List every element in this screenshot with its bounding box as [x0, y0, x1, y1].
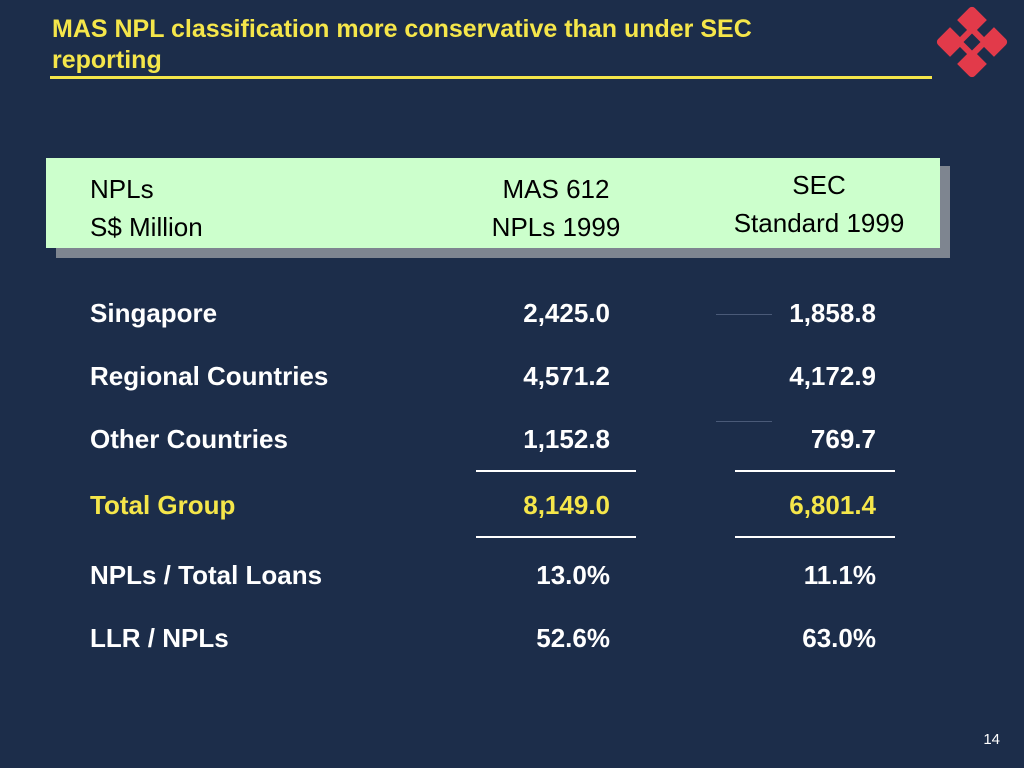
- total-rule: [476, 536, 636, 538]
- mas-value: 8,149.0: [523, 490, 610, 520]
- subtotal-rule: [735, 470, 895, 472]
- header-npls: NPLs S$ Million: [90, 174, 203, 242]
- mas-value: 52.6%: [536, 623, 610, 653]
- page-number: 14: [983, 731, 1000, 748]
- row-label: LLR / NPLs: [90, 623, 229, 653]
- ratio-row: NPLs / Total Loans 13.0% 11.1%: [0, 560, 1024, 600]
- header-mas: MAS 612 NPLs 1999: [491, 174, 621, 242]
- subtotal-rule: [476, 470, 636, 472]
- sec-value: 769.7: [810, 424, 876, 454]
- row-label: Singapore: [90, 298, 218, 328]
- red-x-logo-icon: [936, 6, 1008, 78]
- title-underline: [50, 76, 932, 79]
- sec-value: 4,172.9: [789, 361, 876, 391]
- header-sec: SEC Standard 1999: [733, 170, 905, 238]
- sec-value: 63.0%: [802, 623, 876, 653]
- table-row: Other Countries 1,152.8 769.7: [0, 424, 1024, 464]
- row-label: Other Countries: [90, 424, 288, 454]
- table-row: Singapore 2,425.0 1,858.8: [0, 298, 1024, 338]
- mas-value: 1,152.8: [523, 424, 610, 454]
- sec-value: 11.1%: [803, 560, 876, 590]
- total-rule: [735, 536, 895, 538]
- faint-separator: [716, 314, 772, 315]
- sec-value: 6,801.4: [789, 490, 876, 520]
- row-label: Regional Countries: [90, 361, 329, 391]
- mas-value: 4,571.2: [523, 361, 610, 391]
- row-label: Total Group: [90, 490, 236, 520]
- slide-title: MAS NPL classification more conservative…: [52, 15, 752, 74]
- faint-separator: [716, 421, 772, 422]
- mas-value: 13.0%: [536, 560, 610, 590]
- ratio-row: LLR / NPLs 52.6% 63.0%: [0, 623, 1024, 663]
- row-label: NPLs / Total Loans: [90, 560, 323, 590]
- total-row: Total Group 8,149.0 6,801.4: [0, 490, 1024, 530]
- table-row: Regional Countries 4,571.2 4,172.9: [0, 361, 1024, 401]
- sec-value: 1,858.8: [789, 298, 876, 328]
- table-header: NPLs S$ Million MAS 612 NPLs 1999 SEC St…: [46, 158, 940, 248]
- mas-value: 2,425.0: [523, 298, 610, 328]
